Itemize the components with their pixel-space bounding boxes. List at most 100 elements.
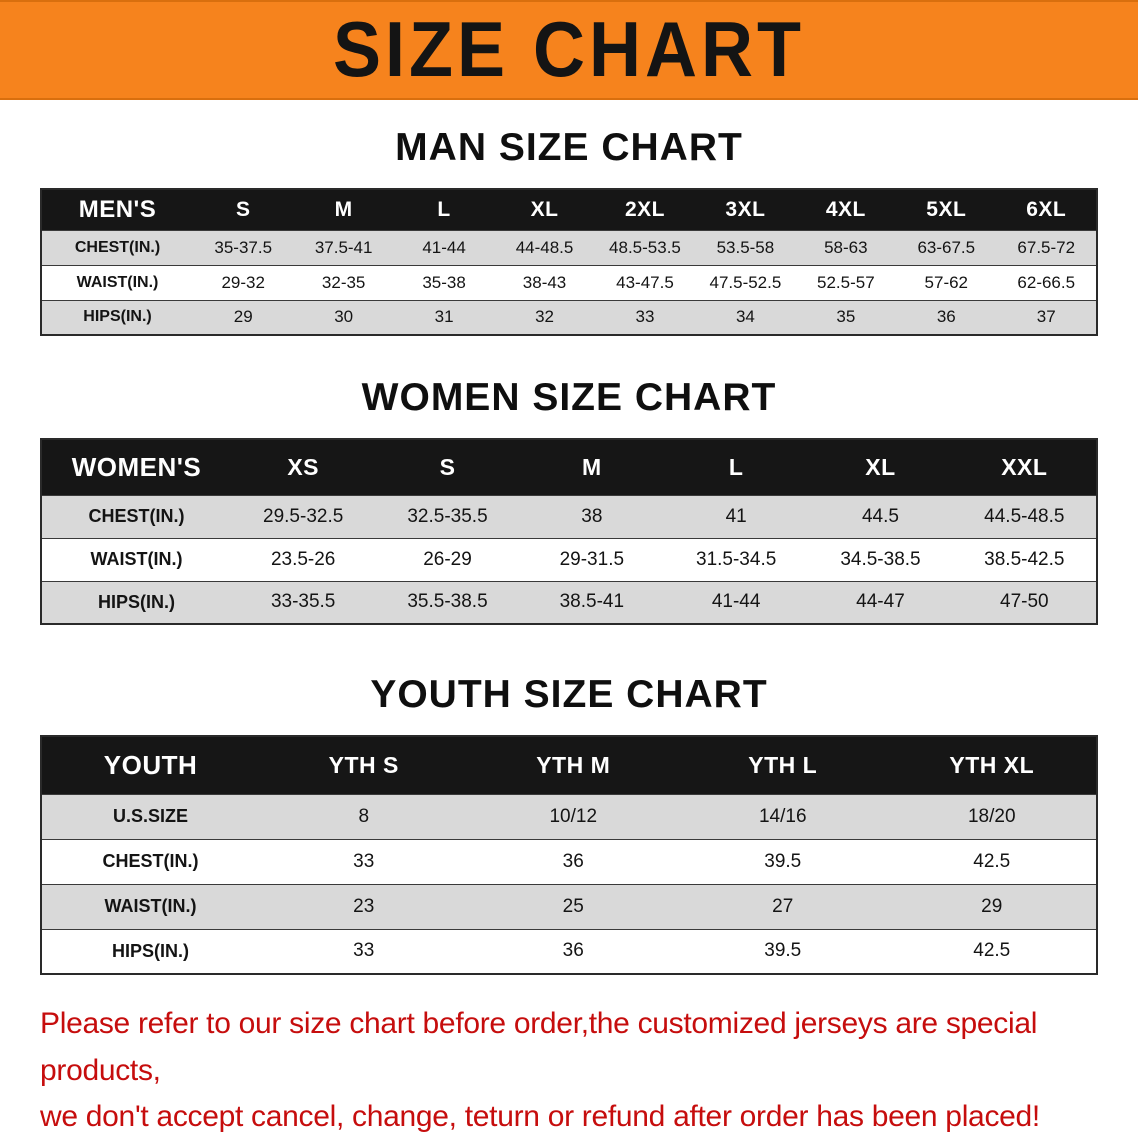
cell-value: 36 [468, 838, 678, 885]
cell-value: 29-32 [193, 264, 294, 301]
mens-size-table: MEN'S S M L XL 2XL 3XL 4XL 5XL 6XL CHEST(IN.) 35-37… [40, 188, 1098, 336]
cell-value: 42.5 [887, 838, 1097, 885]
cell-value: 58-63 [795, 229, 897, 266]
cell-value: 30 [293, 299, 394, 336]
column-header: XL [808, 439, 953, 495]
cell-value: 18/20 [887, 793, 1097, 840]
row-label: WAIST(IN.) [41, 537, 231, 582]
cell-value: 31 [393, 299, 495, 336]
cell-value: 38.5-41 [519, 580, 664, 625]
cell-value: 33 [594, 299, 696, 336]
cell-value: 33 [259, 928, 469, 975]
table-header-row: MEN'S S M L XL 2XL 3XL 4XL 5XL 6XL [41, 189, 1097, 230]
cell-value: 29.5-32.5 [231, 494, 376, 539]
cell-value: 41-44 [393, 229, 495, 266]
cell-value: 38 [519, 494, 664, 539]
cell-value: 63-67.5 [896, 229, 997, 266]
cell-value: 26-29 [375, 537, 520, 582]
column-header: S [193, 189, 294, 230]
column-header: YOUTH [41, 736, 259, 794]
cell-value: 8 [259, 793, 469, 840]
cell-value: 14/16 [678, 793, 888, 840]
cell-value: 44-48.5 [494, 229, 595, 266]
cell-value: 42.5 [887, 928, 1097, 975]
table-row: CHEST(IN.) 29.5-32.5 32.5-35.5 38 41 44.5 44.5… [41, 494, 1097, 539]
cell-value: 29 [887, 883, 1097, 930]
cell-value: 41 [663, 494, 809, 539]
cell-value: 34 [695, 299, 796, 336]
row-label: WAIST(IN.) [41, 883, 259, 930]
cell-value: 36 [468, 928, 678, 975]
cell-value: 36 [896, 299, 997, 336]
column-header: L [393, 189, 495, 230]
cell-value: 37.5-41 [293, 229, 394, 266]
cell-value: 47.5-52.5 [695, 264, 796, 301]
cell-value: 37 [996, 299, 1097, 336]
row-label: CHEST(IN.) [41, 838, 259, 885]
column-header: XS [231, 439, 376, 495]
column-header: XL [494, 189, 595, 230]
cell-value: 52.5-57 [795, 264, 897, 301]
table-row: U.S.SIZE 8 10/12 14/16 18/20 [41, 793, 1097, 840]
women-size-chart-heading: WOMEN SIZE CHART [361, 376, 777, 419]
cell-value: 43-47.5 [594, 264, 696, 301]
row-label: WAIST(IN.) [41, 264, 193, 301]
row-label: CHEST(IN.) [41, 494, 231, 539]
row-label: HIPS(IN.) [41, 580, 231, 625]
cell-value: 48.5-53.5 [594, 229, 696, 266]
youth-size-table: YOUTH YTH S YTH M YTH L YTH XL U.S.SIZE 8 10/12… [40, 735, 1098, 975]
column-header: YTH S [259, 736, 469, 794]
column-header: L [663, 439, 809, 495]
column-header: S [375, 439, 520, 495]
column-header: MEN'S [41, 189, 193, 230]
cell-value: 39.5 [678, 838, 888, 885]
table-row: CHEST(IN.) 33 36 39.5 42.5 [41, 838, 1097, 885]
cell-value: 67.5-72 [996, 229, 1097, 266]
column-header: M [519, 439, 664, 495]
cell-value: 47-50 [952, 580, 1097, 625]
cell-value: 35-38 [393, 264, 495, 301]
column-header: YTH XL [887, 736, 1097, 794]
column-header: 6XL [996, 189, 1097, 230]
cell-value: 57-62 [896, 264, 997, 301]
table-row: HIPS(IN.) 33 36 39.5 42.5 [41, 928, 1097, 975]
cell-value: 32.5-35.5 [375, 494, 520, 539]
row-label: HIPS(IN.) [41, 299, 193, 336]
cell-value: 38.5-42.5 [952, 537, 1097, 582]
column-header: WOMEN'S [41, 439, 231, 495]
row-label: CHEST(IN.) [41, 229, 193, 266]
cell-value: 25 [468, 883, 678, 930]
table-row: WAIST(IN.) 23.5-26 26-29 29-31.5 31.5-34.5 34… [41, 537, 1097, 582]
cell-value: 32-35 [293, 264, 394, 301]
table-row: CHEST(IN.) 35-37.5 37.5-41 41-44 44-48.5 48.5… [41, 229, 1097, 266]
cell-value: 41-44 [663, 580, 809, 625]
cell-value: 35 [795, 299, 897, 336]
row-label: U.S.SIZE [41, 793, 259, 840]
cell-value: 44.5 [808, 494, 953, 539]
disclaimer-line-2: we don't accept cancel, change, teturn o… [40, 1100, 1040, 1133]
womens-size-table: WOMEN'S XS S M L XL XXL CHEST(IN.) 29.5-32.5 32.5… [40, 438, 1098, 625]
cell-value: 29-31.5 [519, 537, 664, 582]
cell-value: 33-35.5 [231, 580, 376, 625]
cell-value: 39.5 [678, 928, 888, 975]
cell-value: 23 [259, 883, 469, 930]
cell-value: 62-66.5 [996, 264, 1097, 301]
cell-value: 34.5-38.5 [808, 537, 953, 582]
size-chart-title: SIZE CHART [333, 6, 805, 94]
disclaimer-text: Please refer to our size chart before or… [40, 1001, 1108, 1141]
column-header: 3XL [695, 189, 796, 230]
cell-value: 32 [494, 299, 595, 336]
column-header: 2XL [594, 189, 696, 230]
column-header: XXL [952, 439, 1097, 495]
cell-value: 33 [259, 838, 469, 885]
table-header-row: YOUTH YTH S YTH M YTH L YTH XL [41, 736, 1097, 794]
table-row: WAIST(IN.) 23 25 27 29 [41, 883, 1097, 930]
cell-value: 35.5-38.5 [375, 580, 520, 625]
column-header: M [293, 189, 394, 230]
cell-value: 53.5-58 [695, 229, 796, 266]
row-label: HIPS(IN.) [41, 928, 259, 975]
size-chart-banner: SIZE CHART [0, 0, 1138, 100]
cell-value: 38-43 [494, 264, 595, 301]
table-header-row: WOMEN'S XS S M L XL XXL [41, 439, 1097, 495]
table-row: HIPS(IN.) 29 30 31 32 33 34 35 36 37 [41, 299, 1097, 336]
